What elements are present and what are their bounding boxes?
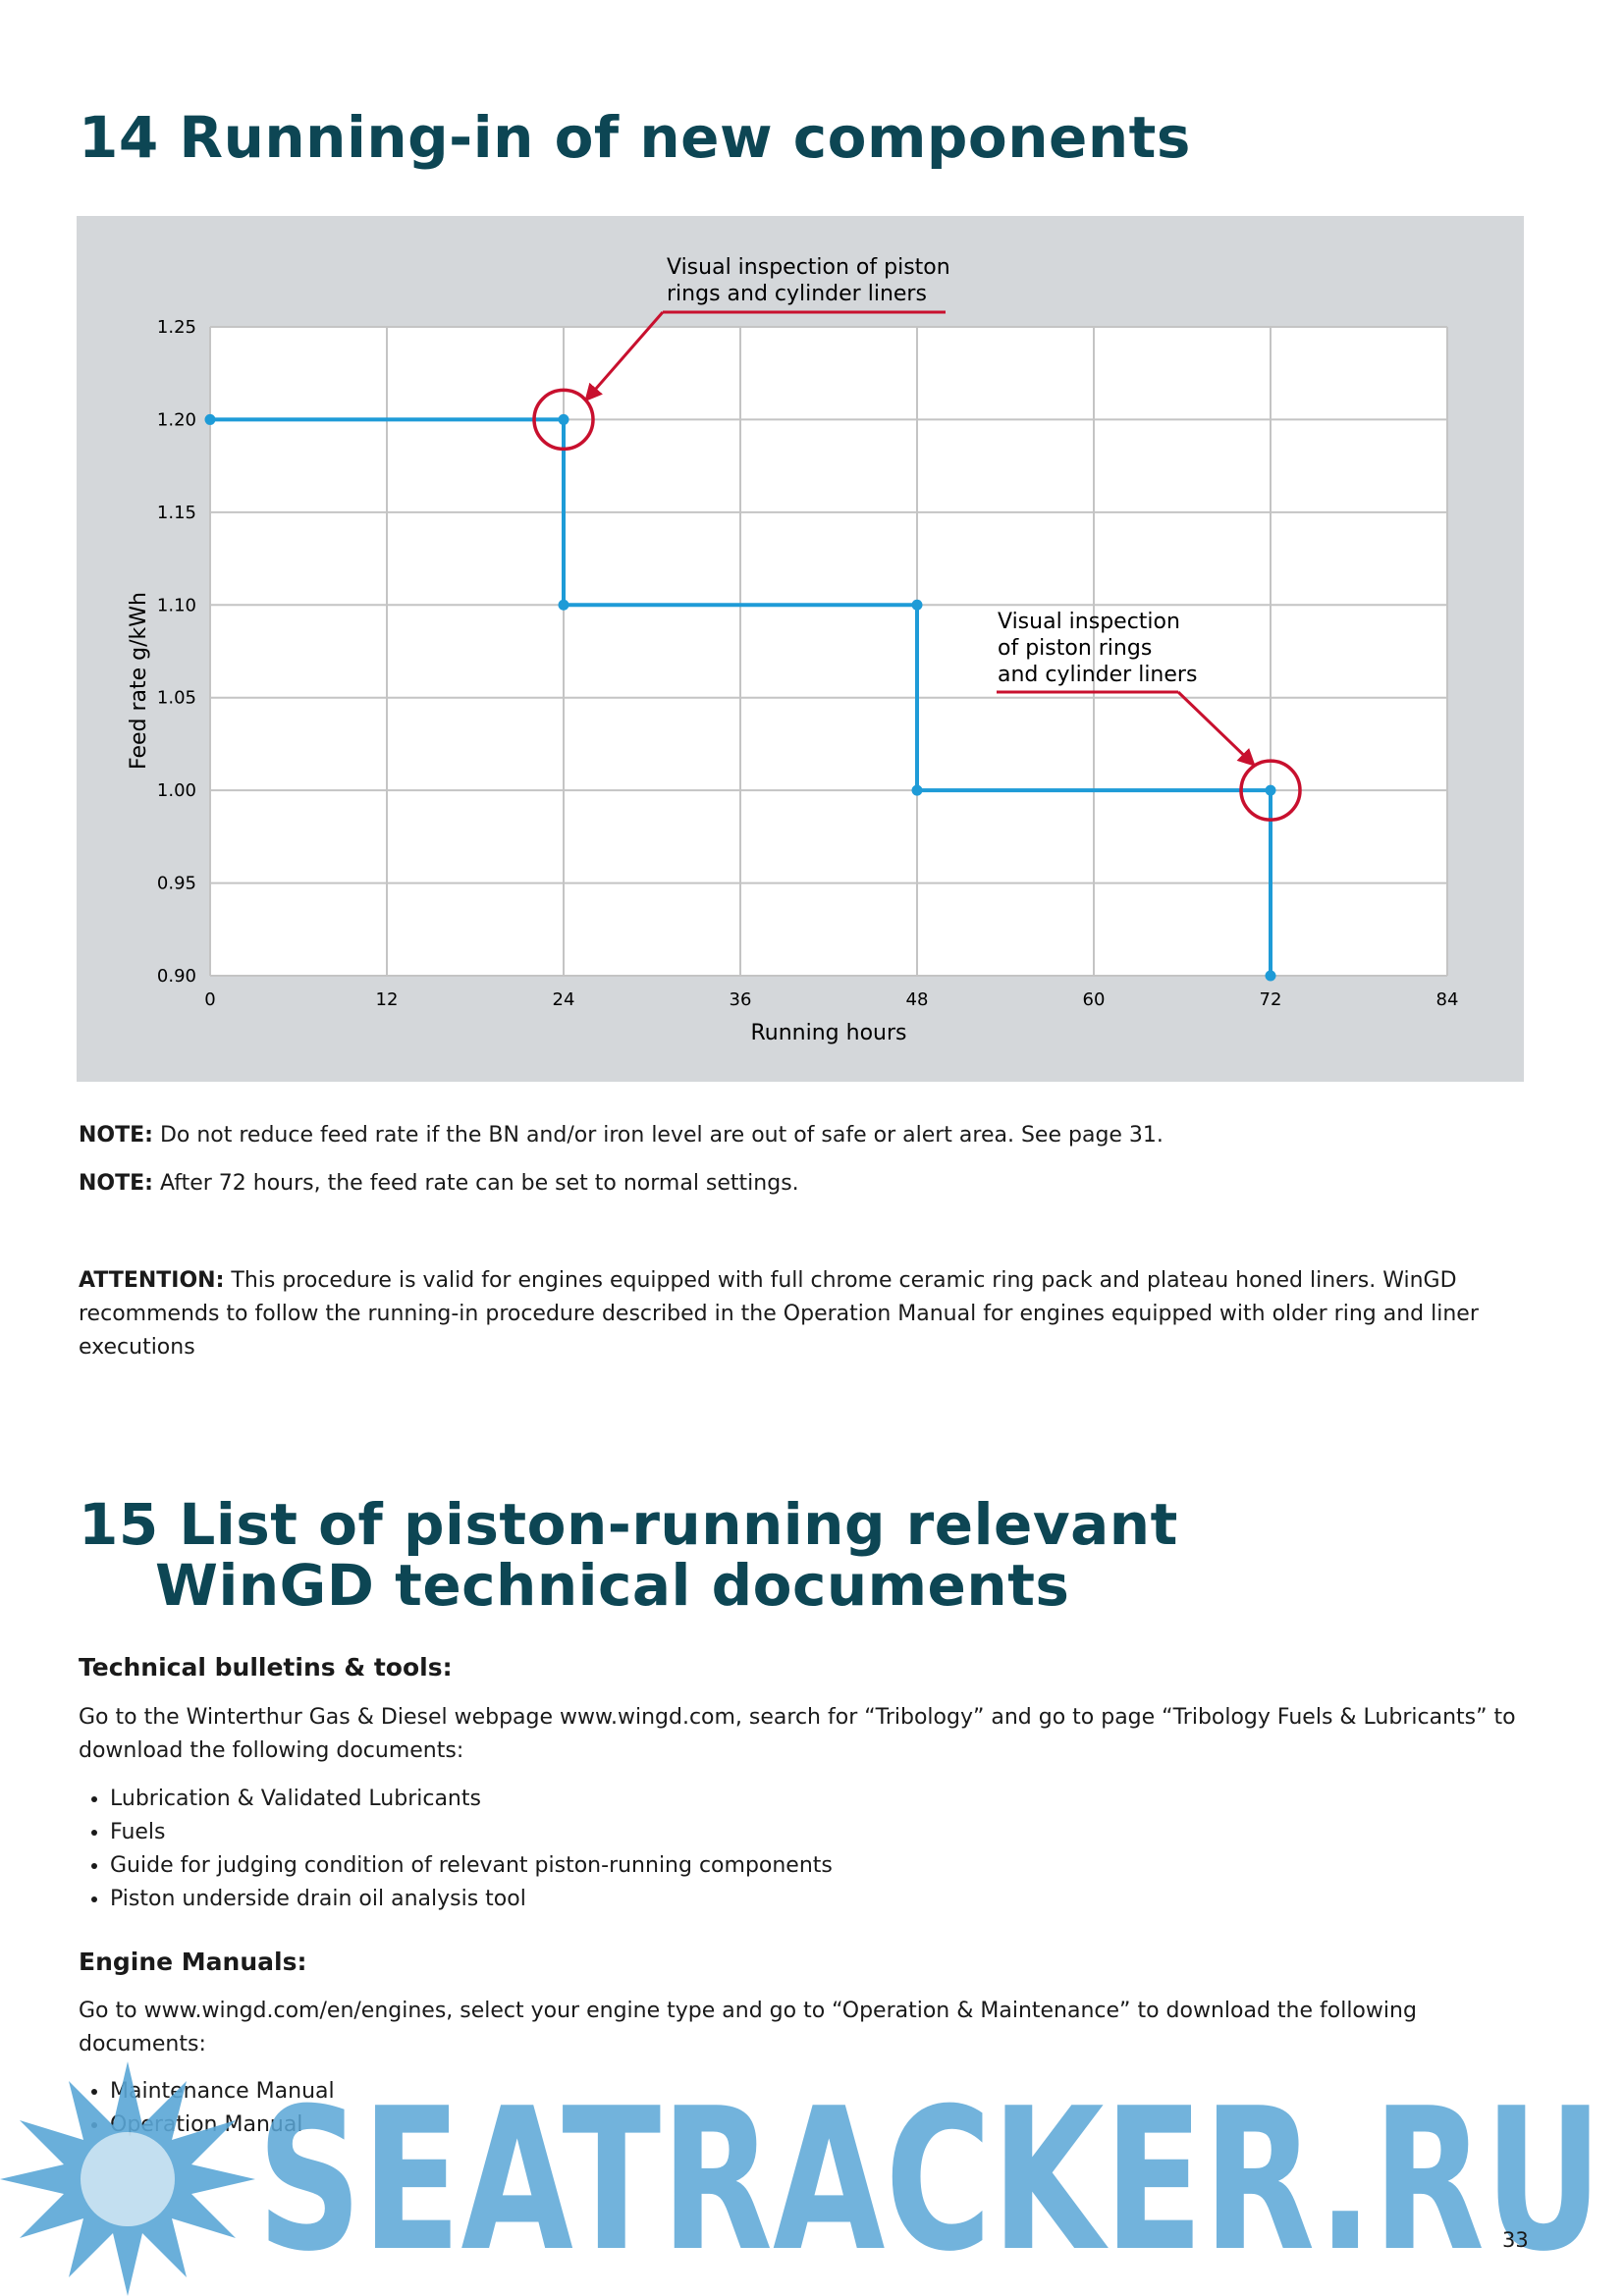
data-point	[911, 784, 923, 796]
list-item: Fuels	[110, 1816, 833, 1849]
chart: 0 12 24 36 48 60 72 84 0.90 0.95 1.00 1.05 1.10 1.15 1…	[77, 216, 1524, 1082]
y-tick-label: 1.05	[157, 688, 196, 709]
list-item: Piston underside drain oil analysis tool	[110, 1883, 833, 1916]
data-point	[1265, 784, 1276, 796]
watermark-text: SEATRACKER.RU	[257, 2066, 1602, 2295]
annotation-text: rings and cylinder liners	[667, 282, 927, 306]
x-tick-label: 84	[1436, 989, 1459, 1010]
data-point	[204, 413, 216, 425]
note-text: Do not reduce feed rate if the BN and/or…	[159, 1123, 1164, 1148]
annotation-text: and cylinder liners	[998, 663, 1197, 687]
paragraph: Go to the Winterthur Gas & Diesel webpag…	[79, 1705, 1516, 1763]
attention: ATTENTION: This procedure is valid for e…	[79, 1264, 1542, 1364]
list: Lubrication & Validated Lubricants Fuels…	[79, 1783, 833, 1916]
page-number: 33	[1502, 2228, 1529, 2252]
y-tick-label: 1.00	[157, 780, 196, 801]
data-point	[911, 599, 923, 611]
note-label: NOTE:	[79, 1123, 153, 1148]
note: NOTE: Do not reduce feed rate if the BN …	[79, 1119, 1542, 1152]
annotation-circle	[532, 388, 595, 452]
y-tick-label: 1.20	[157, 409, 196, 430]
y-tick-label: 1.25	[157, 317, 196, 338]
annotation-text: of piston rings	[998, 636, 1152, 661]
annotation-circle	[1239, 759, 1302, 822]
note-label: NOTE:	[79, 1171, 153, 1196]
block-heading: Engine Manuals:	[79, 1948, 307, 1976]
x-tick-label: 0	[204, 989, 215, 1010]
data-point	[1265, 970, 1276, 982]
x-tick-label: 24	[553, 989, 575, 1010]
x-tick-label: 48	[906, 989, 929, 1010]
note: NOTE: After 72 hours, the feed rate can …	[79, 1167, 1542, 1201]
y-tick-label: 0.95	[157, 874, 196, 894]
list-item: Lubrication & Validated Lubricants	[110, 1783, 833, 1816]
x-axis-label: Running hours	[751, 1021, 907, 1045]
note-text: After 72 hours, the feed rate can be set…	[159, 1171, 799, 1196]
list-item: Guide for judging condition of relevant …	[110, 1849, 833, 1883]
annotation-text: Visual inspection of piston	[667, 255, 950, 280]
y-axis-label: Feed rate g/kWh	[127, 592, 151, 770]
list-item: Maintenance Manual	[110, 2075, 335, 2109]
data-point	[558, 413, 569, 425]
sunburst-center	[81, 2132, 175, 2226]
note-label: ATTENTION:	[79, 1268, 225, 1293]
annotation-arrow	[1176, 690, 1256, 767]
section-title: 15 List of piston-running relevant WinGD …	[79, 1494, 1178, 1616]
note-text: This procedure is valid for engines equi…	[79, 1268, 1479, 1360]
x-tick-label: 60	[1083, 989, 1106, 1010]
paragraph: Go to www.wingd.com/en/engines, select y…	[79, 1999, 1417, 2056]
data-point	[558, 599, 569, 611]
watermark: SEATRACKER.RU	[0, 2061, 1602, 2296]
block-heading: Technical bulletins & tools:	[79, 1653, 453, 1682]
y-tick-label: 0.90	[157, 966, 196, 987]
x-tick-label: 72	[1260, 989, 1282, 1010]
annotation-arrow	[584, 311, 665, 402]
x-tick-label: 36	[730, 989, 752, 1010]
y-tick-label: 1.10	[157, 595, 196, 615]
plot-area	[210, 327, 1447, 976]
annotation-text: Visual inspection	[998, 610, 1180, 634]
title-line: 15 List of piston-running relevant	[79, 1491, 1178, 1558]
section-title: 14 Running-in of new components	[79, 104, 1191, 171]
title-line: WinGD technical documents	[155, 1552, 1070, 1619]
x-tick-label: 12	[376, 989, 399, 1010]
y-tick-label: 1.15	[157, 503, 196, 523]
